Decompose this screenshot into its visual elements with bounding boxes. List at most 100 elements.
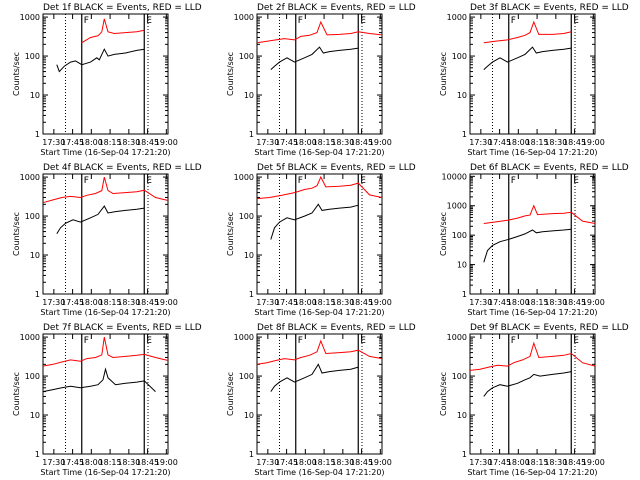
x-tick-label: 18:00 — [507, 138, 530, 147]
x-tick-label: 19:00 — [582, 138, 605, 147]
x-axis-label: Start Time (16-Sep-04 17:21:20) — [40, 468, 170, 477]
panel-title: Det 1f BLACK = Events, RED = LLD — [43, 3, 202, 13]
y-tick-label: 1000 — [234, 333, 254, 342]
flare-marker-label: F — [84, 176, 89, 186]
y-tick-label: 10 — [457, 261, 467, 270]
y-axis-label: Counts/sec — [226, 52, 235, 96]
y-tick-label: 1 — [462, 130, 467, 139]
y-axis-label: Counts/sec — [226, 212, 235, 256]
series-line-lld — [469, 341, 596, 371]
x-axis-label: Start Time (16-Sep-04 17:21:20) — [40, 148, 170, 157]
x-axis-label: Start Time (16-Sep-04 17:21:20) — [467, 468, 597, 477]
x-axis-label: Start Time (16-Sep-04 17:21:20) — [254, 308, 384, 317]
y-tick-label: 1 — [249, 290, 254, 299]
x-tick-label: 18:00 — [294, 458, 317, 467]
y-tick-label: 100 — [239, 372, 254, 381]
x-tick-label: 17:45 — [275, 458, 298, 467]
y-tick-label: 100 — [239, 52, 254, 61]
flare-marker-label: F — [84, 16, 89, 26]
y-axis-label: Counts/sec — [12, 52, 21, 96]
x-tick-label: 18:45 — [350, 458, 373, 467]
panel-title: Det 5f BLACK = Events, RED = LLD — [257, 163, 416, 173]
panel-title: Det 3f BLACK = Events, RED = LLD — [470, 3, 629, 13]
x-tick-label: 17:45 — [488, 138, 511, 147]
eclipse-marker-label: E — [573, 176, 579, 186]
y-tick-label: 1000 — [234, 13, 254, 22]
x-tick-label: 17:30 — [469, 458, 492, 467]
y-tick-label: 1 — [35, 290, 40, 299]
x-tick-label: 18:00 — [80, 138, 103, 147]
panel-title: Det 4f BLACK = Events, RED = LLD — [43, 163, 202, 173]
x-tick-label: 18:45 — [136, 298, 159, 307]
y-tick-label: 1000 — [20, 173, 40, 182]
x-tick-label: 17:30 — [256, 138, 279, 147]
x-tick-label: 17:45 — [488, 298, 511, 307]
x-tick-label: 18:00 — [507, 298, 530, 307]
axes-frame — [42, 333, 169, 455]
series-line-lld — [483, 204, 596, 224]
series-line-lld — [81, 18, 145, 44]
x-tick-label: 18:30 — [117, 458, 140, 467]
y-tick-label: 10 — [30, 411, 40, 420]
y-tick-label: 10 — [244, 411, 254, 420]
series-line-events — [483, 371, 572, 397]
eclipse-marker-label: E — [146, 16, 152, 26]
y-tick-label: 10 — [244, 91, 254, 100]
x-tick-label: 17:30 — [469, 138, 492, 147]
x-axis-label: Start Time (16-Sep-04 17:21:20) — [467, 148, 597, 157]
y-tick-label: 1 — [462, 290, 467, 299]
axes-frame — [469, 13, 596, 135]
x-tick-label: 19:00 — [155, 138, 178, 147]
x-tick-label: 18:45 — [350, 138, 373, 147]
x-tick-label: 17:30 — [256, 458, 279, 467]
panel-title: Det 2f BLACK = Events, RED = LLD — [257, 3, 416, 13]
x-tick-label: 18:00 — [507, 458, 530, 467]
axes-frame — [256, 173, 383, 295]
panel-title: Det 7f BLACK = Events, RED = LLD — [43, 323, 202, 333]
y-tick-label: 100 — [239, 212, 254, 221]
x-tick-label: 18:15 — [99, 298, 122, 307]
x-tick-label: 19:00 — [582, 458, 605, 467]
y-tick-label: 100 — [25, 212, 40, 221]
y-tick-label: 1 — [249, 450, 254, 459]
flare-marker-label: F — [298, 16, 303, 26]
x-tick-label: 18:00 — [294, 298, 317, 307]
eclipse-marker-label: E — [146, 176, 152, 186]
y-tick-label: 100 — [452, 231, 467, 240]
series-line-lld — [483, 20, 572, 44]
y-tick-label: 1000 — [20, 333, 40, 342]
flare-marker-label: F — [298, 336, 303, 346]
x-axis-label: Start Time (16-Sep-04 17:21:20) — [254, 468, 384, 477]
x-tick-label: 18:15 — [526, 298, 549, 307]
y-tick-label: 10 — [30, 91, 40, 100]
series-line-events — [56, 205, 145, 235]
series-line-events — [483, 46, 572, 70]
x-tick-label: 17:45 — [61, 298, 84, 307]
flare-marker-label: F — [298, 176, 303, 186]
x-axis-label: Start Time (16-Sep-04 17:21:20) — [467, 308, 597, 317]
eclipse-marker-label: E — [573, 336, 579, 346]
y-axis-label: Counts/sec — [439, 372, 448, 416]
x-tick-label: 19:00 — [369, 138, 392, 147]
flare-marker-label: F — [511, 336, 516, 346]
eclipse-marker-label: E — [146, 336, 152, 346]
x-tick-label: 17:45 — [488, 458, 511, 467]
x-tick-label: 17:45 — [275, 138, 298, 147]
x-tick-label: 18:45 — [563, 138, 586, 147]
eclipse-marker-label: E — [573, 16, 579, 26]
axes-frame — [256, 13, 383, 135]
series-line-events — [56, 48, 145, 73]
panel-title: Det 8f BLACK = Events, RED = LLD — [257, 323, 416, 333]
x-axis-label: Start Time (16-Sep-04 17:21:20) — [40, 308, 170, 317]
y-tick-label: 100 — [25, 372, 40, 381]
axes-frame — [469, 333, 596, 455]
y-tick-label: 10000 — [442, 172, 467, 181]
x-tick-label: 17:30 — [42, 458, 65, 467]
